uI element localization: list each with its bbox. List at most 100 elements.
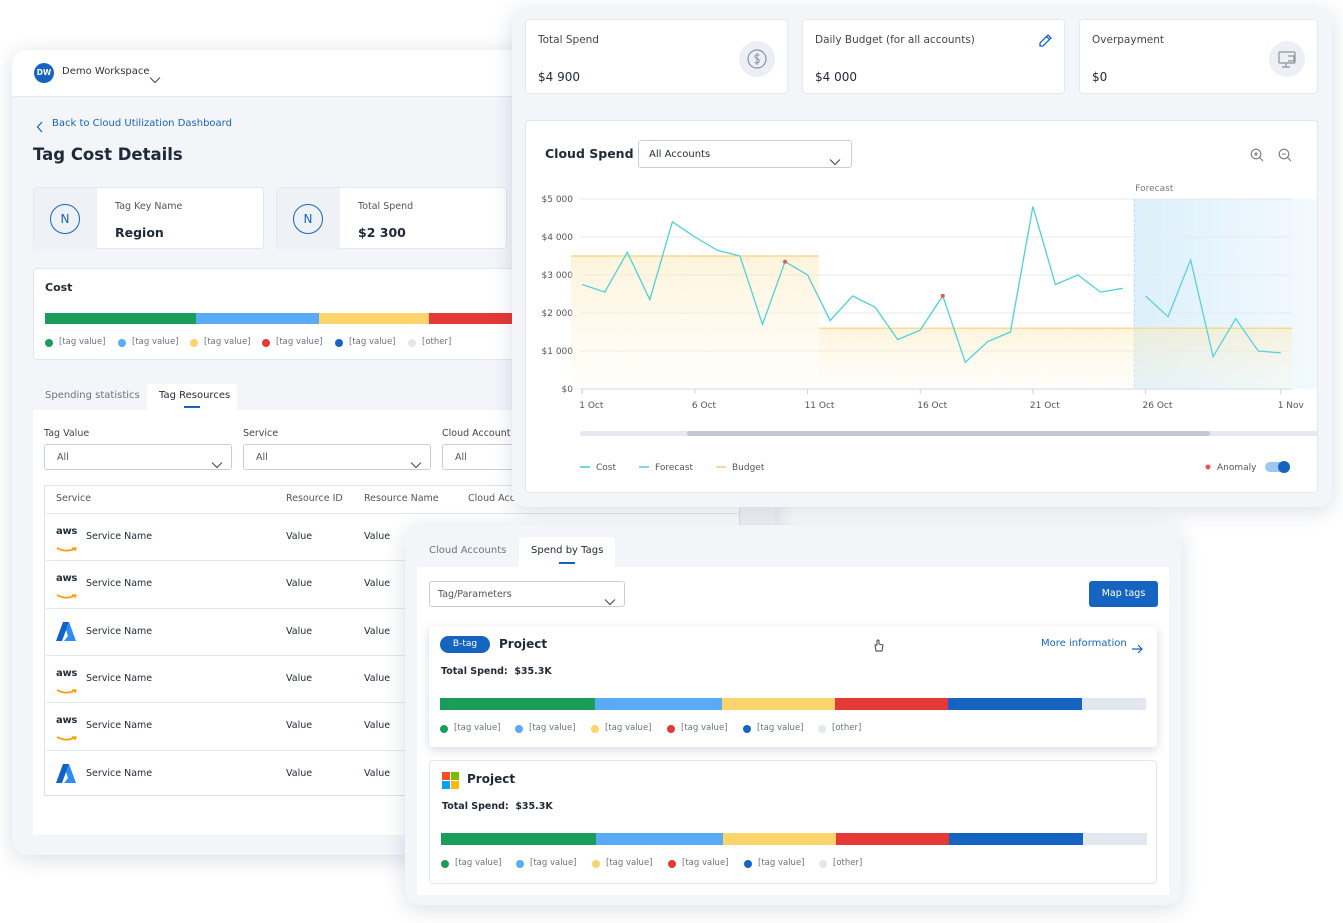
tag-badge: B-tag	[440, 636, 490, 653]
row-divider	[46, 607, 740, 609]
y-tick-label: $3 000	[542, 271, 574, 281]
legend-dot	[408, 339, 416, 347]
chevron-down	[829, 151, 841, 166]
budget-area	[796, 256, 820, 389]
budget-area	[1269, 328, 1293, 389]
filter-select[interactable]: All	[243, 444, 431, 470]
bar-segment	[596, 833, 724, 845]
chevron-down	[211, 454, 223, 469]
spend-panel: Total Spend $4 900 Daily Budget (for all a…	[512, 8, 1332, 507]
row-divider	[46, 560, 740, 562]
bar-segment	[1082, 698, 1146, 710]
filter-value: All	[57, 452, 69, 463]
tag-card: Project Total Spend: $35.3K [tag value] [ta…	[429, 760, 1157, 884]
legend-dot	[668, 860, 676, 868]
budget-area	[841, 328, 865, 389]
icon-part	[604, 599, 616, 606]
tab-label: Spend by Tags	[531, 545, 604, 556]
resource-name: Value	[364, 767, 391, 779]
filter-value: All	[256, 452, 268, 463]
legend-dot	[440, 725, 448, 733]
bar-segment	[723, 833, 837, 845]
icon-part	[36, 121, 43, 133]
budget-area	[638, 256, 662, 389]
budget-area	[1156, 328, 1180, 389]
tag-name: Project	[467, 772, 516, 786]
column-header: Cloud Account	[468, 493, 537, 504]
tab[interactable]: Tag Resources	[147, 384, 237, 410]
icon-part	[1282, 153, 1292, 162]
stat-value: $4 900	[538, 70, 580, 84]
icon-part	[56, 621, 76, 641]
back-link[interactable]: Back to Cloud Utilization Dashboard	[52, 118, 232, 129]
budget-area	[1111, 328, 1135, 389]
account-select[interactable]: All Accounts	[638, 140, 852, 168]
filter-label: Tag Value	[44, 428, 90, 439]
budget-area	[1246, 328, 1270, 389]
budget-area	[908, 328, 932, 389]
anomaly-point	[940, 293, 945, 298]
icon-part	[451, 781, 459, 789]
tab[interactable]: Cloud Accounts	[417, 537, 513, 567]
legend-label: [tag value]	[606, 858, 653, 868]
filter-label: Cloud Account	[442, 428, 511, 439]
x-tick-label: 1 Nov	[1278, 401, 1305, 411]
icon-part	[72, 689, 77, 694]
filter-select[interactable]: All	[44, 444, 232, 470]
legend-label: Cost	[596, 463, 616, 473]
budget-area	[728, 256, 752, 389]
budget-area	[1044, 328, 1067, 389]
resource-id: Value	[286, 720, 313, 732]
row-divider	[46, 749, 740, 751]
icon-part	[410, 462, 422, 469]
icon-part	[72, 547, 77, 552]
map-tags-button[interactable]: Map tags	[1089, 581, 1158, 607]
icon-part	[1282, 55, 1295, 68]
legend-label: [tag value]	[454, 723, 501, 733]
bar-segment	[319, 313, 430, 324]
icon-part	[874, 639, 884, 652]
azure-logo	[56, 621, 76, 641]
legend-label: [tag value]	[204, 337, 251, 347]
tag-name: Project	[499, 637, 548, 651]
legend-label: [tag value]	[757, 723, 804, 733]
summary-card: N Tag Key Name Region	[33, 187, 264, 250]
icon-part	[442, 772, 459, 789]
tab-label: Spending statistics	[45, 390, 140, 401]
bar-segment	[441, 833, 597, 845]
legend-label: [tag value]	[681, 723, 728, 733]
more-info-link[interactable]: More information	[1041, 638, 1127, 649]
bar-segment	[835, 698, 949, 710]
icon-part	[874, 639, 884, 652]
arrow-right	[1132, 639, 1144, 654]
aws-logo: aws	[56, 526, 78, 552]
bar-segment	[836, 833, 950, 845]
overpay-icon	[1268, 40, 1306, 78]
icon-part	[56, 547, 77, 552]
budget-area	[1134, 328, 1158, 389]
aws-smile	[56, 680, 78, 694]
account-select-value: All Accounts	[649, 149, 711, 160]
icon-part	[1039, 34, 1052, 47]
bar-segment	[429, 313, 539, 324]
resource-name: Value	[364, 578, 391, 590]
icon-part	[211, 462, 223, 469]
budget-area	[1021, 328, 1045, 389]
icon-part	[56, 736, 77, 741]
tab[interactable]: Spend by Tags	[519, 537, 615, 567]
tab[interactable]: Spending statistics	[33, 384, 143, 410]
page-title: Tag Cost Details	[33, 145, 183, 164]
column-header: Service	[56, 493, 92, 504]
azure-logo	[56, 763, 76, 783]
legend-dot	[743, 725, 751, 733]
x-tick-label: 11 Oct	[805, 401, 835, 411]
legend-label: [tag value]	[682, 858, 729, 868]
icon-part	[1250, 148, 1264, 162]
legend-dot	[515, 725, 523, 733]
budget-area	[661, 256, 684, 389]
bar-segment	[195, 313, 320, 324]
tag-select[interactable]: Tag/Parameters	[429, 581, 625, 607]
legend-dot	[441, 860, 449, 868]
icon-part	[1039, 34, 1052, 47]
legend-anomaly-dot	[1205, 464, 1211, 470]
